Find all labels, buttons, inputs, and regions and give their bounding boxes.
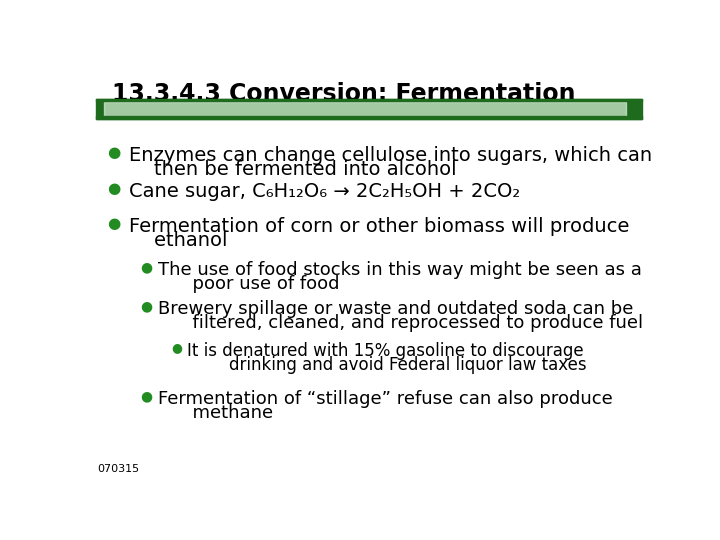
Text: then be fermented into alcohol: then be fermented into alcohol (129, 159, 456, 179)
Text: The use of food stocks in this way might be seen as a: The use of food stocks in this way might… (158, 261, 642, 279)
Text: 13.3.4.3 Conversion: Fermentation: 13.3.4.3 Conversion: Fermentation (112, 82, 575, 106)
Text: Enzymes can change cellulose into sugars, which can: Enzymes can change cellulose into sugars… (129, 146, 652, 165)
Text: ●: ● (140, 300, 153, 314)
Text: ●: ● (107, 181, 120, 196)
Text: It is denatured with 15% gasoline to discourage: It is denatured with 15% gasoline to dis… (187, 342, 583, 360)
Bar (96, 99, 642, 119)
Text: ●: ● (171, 341, 182, 354)
Text: ●: ● (107, 217, 120, 232)
Text: 070315: 070315 (98, 464, 140, 475)
Bar (96, 117, 642, 119)
Text: Cane sugar, C₆H₁₂O₆ → 2C₂H₅OH + 2CO₂: Cane sugar, C₆H₁₂O₆ → 2C₂H₅OH + 2CO₂ (129, 182, 520, 201)
Text: ●: ● (140, 389, 153, 403)
Text: drinking and avoid Federal liquor law taxes: drinking and avoid Federal liquor law ta… (187, 356, 587, 374)
Text: Fermentation of “stillage” refuse can also produce: Fermentation of “stillage” refuse can al… (158, 390, 613, 408)
Bar (96, 99, 642, 101)
Text: methane: methane (158, 403, 274, 422)
Bar (104, 102, 626, 116)
Text: ●: ● (107, 145, 120, 160)
Text: filtered, cleaned, and reprocessed to produce fuel: filtered, cleaned, and reprocessed to pr… (158, 314, 644, 332)
Text: Fermentation of corn or other biomass will produce: Fermentation of corn or other biomass wi… (129, 217, 629, 237)
Text: poor use of food: poor use of food (158, 275, 340, 293)
Text: ●: ● (140, 260, 153, 274)
Text: Brewery spillage or waste and outdated soda can be: Brewery spillage or waste and outdated s… (158, 300, 634, 319)
Text: ethanol: ethanol (129, 231, 228, 250)
